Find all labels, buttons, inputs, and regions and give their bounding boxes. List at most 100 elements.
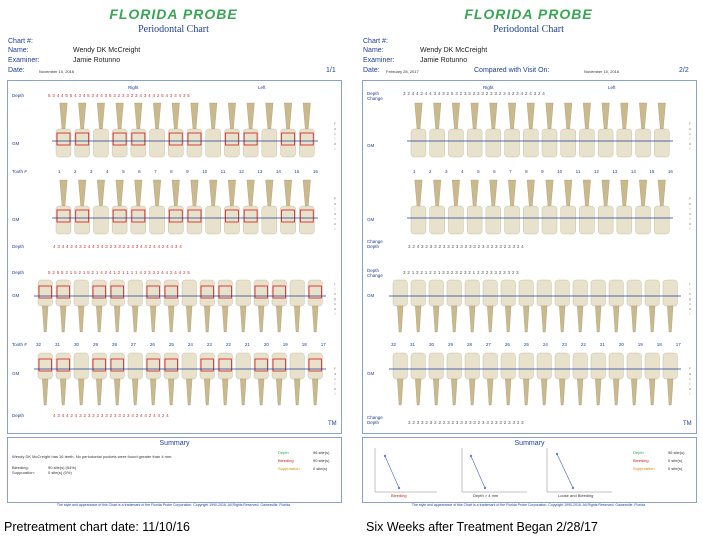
legend-depth: Depth <box>278 450 289 455</box>
tooth-number: 16 <box>312 169 318 174</box>
tooth-number: 20 <box>263 342 269 347</box>
legend-depth-value: 96 site(s) <box>313 450 330 455</box>
patient-name: Wendy DK McCreight <box>420 47 488 54</box>
tooth-number: 7 <box>154 169 157 174</box>
tooth <box>446 352 462 406</box>
gm-label-lower-facial: GM <box>367 371 375 376</box>
depth-values-lower-lingual: 3 2 1 3 2 1 2 2 1 3 2 2 3 2 3 2 1 2 3 2 … <box>403 270 519 275</box>
legend-bleeding-value: 0 site(s) <box>668 458 683 463</box>
depth-row-label-4: Depth <box>12 413 25 418</box>
tooth <box>662 352 678 406</box>
tooth <box>73 352 89 406</box>
tooth-number: 9 <box>541 169 544 174</box>
tooth-number: 20 <box>618 342 624 347</box>
tooth <box>111 102 128 158</box>
depth-values-upper-lingual: 4 3 4 4 2 4 3 2 4 4 3 4 3 2 3 3 2 3 4 3 … <box>53 244 183 249</box>
tooth <box>168 179 184 235</box>
tooth <box>186 102 203 158</box>
chart-number-label: Chart #: <box>8 38 33 45</box>
summary-title: Summary <box>514 440 545 447</box>
tooth <box>572 279 588 333</box>
legend-suppuration: Suppuration <box>278 466 300 471</box>
tooth-number-label-lower: Tooth # <box>12 342 27 347</box>
tooth-number-label: Tooth # <box>12 169 27 174</box>
tooth <box>217 352 233 406</box>
depth-values-bottom: 3 2 3 3 2 3 2 2 2 3 2 3 3 2 3 3 2 3 3 2 … <box>408 420 524 425</box>
tooth-number: 21 <box>599 342 605 347</box>
tooth <box>235 352 251 406</box>
tooth-number: 5 <box>122 169 125 174</box>
upper-lingual-teeth <box>407 179 673 235</box>
depth-row-label-3: Depth <box>12 270 25 275</box>
tooth-number: 21 <box>244 342 250 347</box>
tooth <box>626 279 642 333</box>
tooth <box>242 179 259 235</box>
chart-date: November 10, 2016 <box>39 69 75 74</box>
tooth <box>289 279 305 333</box>
tooth <box>307 279 323 333</box>
tooth <box>37 279 53 333</box>
tooth-number: 22 <box>225 342 231 347</box>
tooth <box>466 179 483 235</box>
upper-facial-teeth <box>52 102 318 158</box>
tooth <box>307 352 323 406</box>
legend-bleeding: Bleeding <box>278 458 294 463</box>
lower-facial-teeth <box>389 352 681 406</box>
tooth <box>130 102 146 158</box>
tooth <box>271 352 287 406</box>
tooth <box>429 102 445 158</box>
tooth-number: 15 <box>294 169 300 174</box>
tooth-number: 1 <box>58 169 61 174</box>
tooth <box>392 352 408 406</box>
depth-values-top: 5 3 4 4 5 5 4 3 4 5 3 4 4 3 5 3 2 3 3 2 … <box>48 93 191 98</box>
upper-facial-teeth <box>407 102 673 158</box>
date-label: Date: <box>8 67 25 74</box>
tooth <box>181 279 197 333</box>
examiner-name: Jamie Rotunno <box>420 57 468 64</box>
right-label: Right <box>483 85 494 90</box>
tooth <box>504 102 520 158</box>
tooth <box>626 352 642 406</box>
tooth <box>446 279 462 333</box>
tooth <box>235 279 251 333</box>
change-row-label-2: Change <box>367 239 383 244</box>
tooth <box>199 279 215 333</box>
change-row-label-4: Change <box>367 415 383 420</box>
tooth-number: 5 <box>477 169 480 174</box>
tooth-number: 10 <box>202 169 208 174</box>
examiner-label: Examiner: <box>363 57 395 64</box>
tooth <box>654 102 670 158</box>
tooth <box>242 102 259 158</box>
tooth <box>205 179 221 235</box>
suppuration-label: Suppuration: <box>12 470 35 475</box>
tooth <box>590 279 606 333</box>
gm-label-upper-lingual: GM <box>367 217 375 222</box>
tooth <box>299 179 315 235</box>
tooth-number: 30 <box>73 342 79 347</box>
tooth <box>485 102 501 158</box>
depth-row-label: Depth <box>12 93 25 98</box>
tooth <box>93 179 109 235</box>
upper-lingual-teeth <box>52 179 318 235</box>
lower-lingual-teeth <box>34 279 326 333</box>
tooth-number: 4 <box>461 169 464 174</box>
tooth-number: 15 <box>649 169 655 174</box>
tooth <box>149 179 165 235</box>
date-label: Date: <box>363 67 380 74</box>
page-number: 1/1 <box>326 67 336 74</box>
tooth <box>271 279 287 333</box>
tooth <box>560 179 576 235</box>
tooth <box>145 279 161 333</box>
tooth <box>554 352 570 406</box>
tooth <box>149 102 165 158</box>
tooth <box>109 352 125 406</box>
tooth-number: 12 <box>593 169 599 174</box>
tooth-number: 23 <box>561 342 567 347</box>
tooth <box>616 102 632 158</box>
tooth-number: 14 <box>275 169 281 174</box>
tooth-number: 29 <box>447 342 453 347</box>
suppuration-value: 0 site(s) (0%) <box>48 470 72 475</box>
